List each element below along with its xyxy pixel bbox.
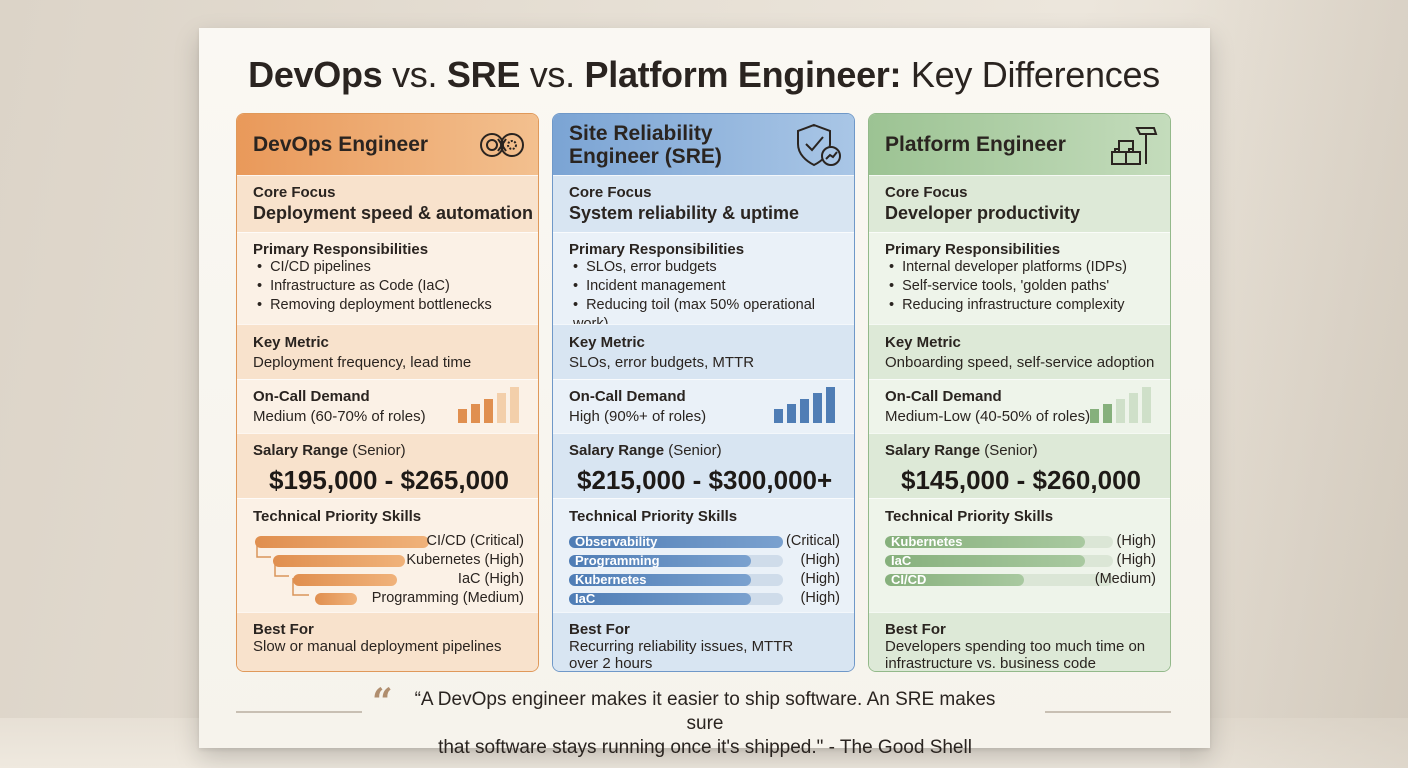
skill-row: IaC (High) [869, 551, 1170, 570]
quote-text: “A DevOps engineer makes it easier to sh… [414, 689, 996, 758]
skill-bar [273, 555, 405, 567]
sre-responsibilities: Primary Responsibilities SLOs, error bud… [553, 232, 854, 332]
list-item: SLOs, error budgets [569, 258, 854, 277]
page-title: DevOps vs. SRE vs. Platform Engineer: Ke… [248, 54, 1160, 95]
skill-row: CI/CD (Critical) [237, 532, 538, 551]
skill-bar [255, 536, 429, 548]
devops-salary: Salary Range (Senior) $195,000 - $265,00… [237, 433, 538, 498]
skill-row: Kubernetes (High) [869, 532, 1170, 551]
skill-row: Programming (Medium) [237, 589, 538, 608]
sre-card: Site Reliability Engineer (SRE) Core Focu… [552, 113, 855, 672]
skill-row: Kubernetes (High) [553, 570, 854, 589]
devops-card: DevOps Engineer Core Focus Deployment sp… [236, 113, 539, 672]
platform-skills: Technical Priority Skills Kubernetes (Hi… [869, 498, 1170, 612]
skill-bar [885, 574, 1024, 586]
skill-row: Kubernetes (High) [237, 551, 538, 570]
list-item: Removing deployment bottlenecks [253, 296, 538, 315]
devops-skills: Technical Priority Skills CI/CD (Critica… [237, 498, 538, 612]
platform-core-focus: Core Focus Developer productivity [869, 175, 1170, 232]
wall-shadow [1180, 0, 1408, 768]
skill-bar [315, 593, 357, 605]
oncall-level-chart [1090, 387, 1151, 423]
skill-bar [569, 574, 751, 586]
skill-bar [569, 536, 783, 548]
list-item: Internal developer platforms (IDPs) [885, 258, 1170, 277]
skill-bar [569, 593, 751, 605]
skill-row: CI/CD (Medium) [869, 570, 1170, 589]
platform-responsibilities: Primary Responsibilities Internal develo… [869, 232, 1170, 324]
oncall-bar [813, 393, 822, 423]
oncall-bar [1129, 393, 1138, 423]
oncall-bar [800, 399, 809, 423]
skill-bar [885, 555, 1085, 567]
list-item: Incident management [569, 277, 854, 296]
oncall-bar [774, 409, 783, 423]
platform-key-metric: Key Metric Onboarding speed, self-servic… [869, 324, 1170, 379]
skill-bar [885, 536, 1085, 548]
oncall-bar [1090, 409, 1099, 423]
devops-key-metric: Key Metric Deployment frequency, lead ti… [237, 324, 538, 379]
oncall-bar [826, 387, 835, 423]
platform-best-for: Best For Developers spending too much ti… [869, 612, 1170, 671]
sre-best-for: Best For Recurring reliability issues, M… [553, 612, 854, 671]
skill-row: IaC (High) [237, 570, 538, 589]
devops-responsibilities: Primary Responsibilities CI/CD pipelines… [237, 232, 538, 324]
sre-salary: Salary Range (Senior) $215,000 - $300,00… [553, 433, 854, 498]
sre-key-metric: Key Metric SLOs, error budgets, MTTR [553, 324, 854, 379]
quote-icon: “ [372, 681, 393, 723]
oncall-level-chart [774, 387, 835, 423]
list-item: Infrastructure as Code (IaC) [253, 277, 538, 296]
oncall-bar [787, 404, 796, 423]
sre-oncall: On-Call Demand High (90%+ of roles) [553, 379, 854, 433]
divider [236, 711, 362, 713]
sre-core-focus: Core Focus System reliability & uptime [553, 175, 854, 232]
list-item: Reducing infrastructure complexity [885, 296, 1170, 315]
oncall-bar [471, 404, 480, 423]
oncall-bar [1142, 387, 1151, 423]
list-item: CI/CD pipelines [253, 258, 538, 277]
platform-oncall: On-Call Demand Medium-Low (40-50% of rol… [869, 379, 1170, 433]
shield-check-icon [797, 123, 841, 167]
skill-row: IaC (High) [553, 589, 854, 608]
sre-skills: Technical Priority Skills Observability … [553, 498, 854, 612]
devops-best-for: Best For Slow or manual deployment pipel… [237, 612, 538, 671]
infinity-gear-icon [480, 133, 524, 157]
oncall-bar [1103, 404, 1112, 423]
divider [1045, 711, 1171, 713]
oncall-bar [484, 399, 493, 423]
oncall-level-chart [458, 387, 519, 423]
oncall-bar [497, 393, 506, 423]
devops-core-focus: Core Focus Deployment speed & automation [237, 175, 538, 232]
platform-card: Platform Engineer Core Focus Developer p… [868, 113, 1171, 672]
skill-row: Observability (Critical) [553, 532, 854, 551]
platform-salary: Salary Range (Senior) $145,000 - $260,00… [869, 433, 1170, 498]
skill-row: Programming (High) [553, 551, 854, 570]
skill-bar [569, 555, 751, 567]
blocks-hammer-icon [1111, 127, 1158, 165]
list-item: Self-service tools, 'golden paths' [885, 277, 1170, 296]
devops-oncall: On-Call Demand Medium (60-70% of roles) [237, 379, 538, 433]
skill-bar [293, 574, 397, 586]
sre-card-title: Site Reliability Engineer (SRE) [553, 114, 854, 175]
oncall-bar [458, 409, 467, 423]
oncall-bar [1116, 399, 1125, 423]
oncall-bar [510, 387, 519, 423]
